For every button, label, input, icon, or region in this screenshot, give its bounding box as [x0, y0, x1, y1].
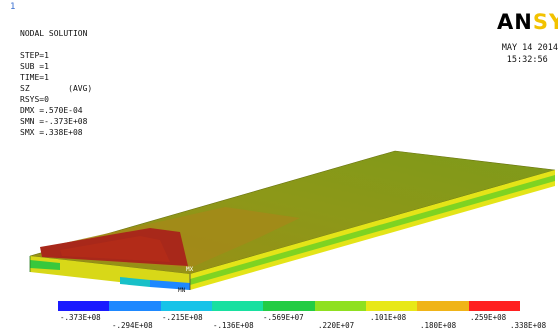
info-line: SZ (AVG)	[20, 84, 93, 93]
legend-swatch	[211, 301, 264, 311]
plate-front-edge-band	[190, 175, 555, 285]
plate-left-edge-cyan	[120, 277, 150, 287]
legend-label-bottom: .220E+07	[318, 321, 355, 329]
legend-swatch	[58, 301, 110, 311]
legend-swatch	[468, 301, 520, 311]
info-line: SMN =-.373E+08	[20, 117, 88, 126]
legend-swatch	[417, 301, 469, 311]
legend-label-bottom: .180E+08	[420, 321, 457, 329]
min-node-label: MN	[178, 287, 186, 294]
window-number: 1	[10, 2, 16, 12]
legend-label-top: .259E+08	[470, 313, 507, 322]
stress-region-max-inner	[60, 236, 170, 262]
date-text: MAY 14 2014	[501, 43, 558, 53]
time-text: 15:32:56	[506, 55, 548, 65]
legend-label-bottom: .338E+08	[510, 321, 547, 329]
legend-label-top: -.215E+08	[162, 313, 203, 322]
info-line: DMX =.570E-04	[20, 106, 83, 115]
legend-swatch	[160, 301, 212, 311]
legend-label-bottom: -.136E+08	[213, 321, 254, 329]
legend-swatch	[365, 301, 418, 311]
legend-swatch	[314, 301, 366, 311]
contour-legend	[58, 301, 520, 311]
info-line: SUB =1	[20, 62, 49, 71]
plate-left-edge-green	[30, 260, 60, 270]
legend-label-top: .101E+08	[370, 313, 407, 322]
info-line: RSYS=0	[20, 95, 49, 104]
legend-swatch	[263, 301, 315, 311]
plate-left-edge-min	[150, 280, 190, 290]
solution-info: NODAL SOLUTION STEP=1 SUB =1 TIME=1 SZ (…	[20, 28, 92, 138]
legend-label-top: -.373E+08	[60, 313, 101, 322]
ansys-logo: ANSY	[497, 10, 558, 34]
info-line: TIME=1	[20, 73, 49, 82]
info-line: STEP=1	[20, 51, 49, 60]
legend-label-top: -.569E+07	[263, 313, 304, 322]
timestamp: MAY 14 2014 15:32:56	[502, 42, 558, 66]
legend-swatch	[109, 301, 161, 311]
info-line: SMX =.338E+08	[20, 128, 83, 137]
legend-label-bottom: -.294E+08	[112, 321, 153, 329]
max-node-label: MX	[186, 266, 194, 273]
info-line: NODAL SOLUTION	[20, 29, 88, 38]
